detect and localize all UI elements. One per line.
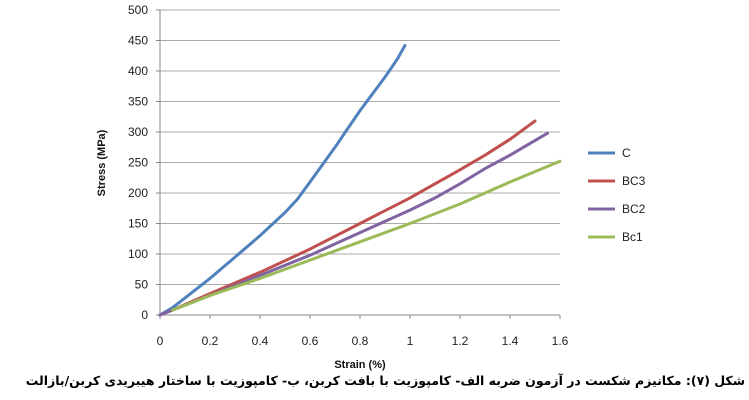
- y-tick-label: 500: [128, 3, 148, 17]
- y-tick-label: 250: [128, 156, 148, 170]
- series-line-bc3: [158, 119, 537, 317]
- series-line-bc1: [171, 159, 562, 312]
- y-tick-label: 300: [128, 125, 148, 139]
- x-tick-label: 0: [157, 334, 164, 348]
- y-tick-labels: 0 50 100 150 200 250 300 350 400 450 500: [128, 3, 160, 322]
- x-tick-label: 1.4: [502, 334, 519, 348]
- legend-label-bc3: BC3: [622, 174, 646, 188]
- x-tick-label: 0.4: [252, 334, 269, 348]
- x-tick-label: 1.6: [552, 334, 569, 348]
- legend-label-bc1: Bc1: [622, 230, 643, 244]
- y-tick-label: 50: [135, 278, 149, 292]
- figure-caption: شکل (۷): مکانیزم شکست در آزمون ضربه الف-…: [25, 373, 745, 388]
- y-tick-label: 400: [128, 64, 148, 78]
- x-axis-title: Strain (%): [334, 359, 386, 371]
- x-tick-label: 0.8: [352, 334, 369, 348]
- y-tick-label: 350: [128, 95, 148, 109]
- legend-label-c: C: [622, 146, 631, 160]
- x-tick-label: 0.2: [202, 334, 219, 348]
- y-tick-label: 0: [141, 308, 148, 322]
- series-lines: [158, 43, 562, 317]
- series-line-bc2: [158, 131, 549, 317]
- x-tick-labels: 0 0.2 0.4 0.6 0.8 1 1.2 1.4 1.6: [157, 315, 569, 348]
- x-tick-label: 0.6: [302, 334, 319, 348]
- x-tick-label: 1.2: [452, 334, 469, 348]
- gridlines: [160, 9, 560, 285]
- y-tick-label: 150: [128, 217, 148, 231]
- y-tick-label: 450: [128, 34, 148, 48]
- y-tick-label: 100: [128, 247, 148, 261]
- legend: C BC3 BC2 Bc1: [588, 146, 646, 244]
- x-tick-label: 1: [407, 334, 414, 348]
- y-axis-title: Stress (MPa): [96, 129, 108, 196]
- legend-label-bc2: BC2: [622, 202, 646, 216]
- series-line-c: [158, 43, 407, 317]
- y-tick-label: 200: [128, 186, 148, 200]
- stress-strain-chart: 0 50 100 150 200 250 300 350 400 450 500 0 0.2 0.4 0.…: [96, 3, 646, 371]
